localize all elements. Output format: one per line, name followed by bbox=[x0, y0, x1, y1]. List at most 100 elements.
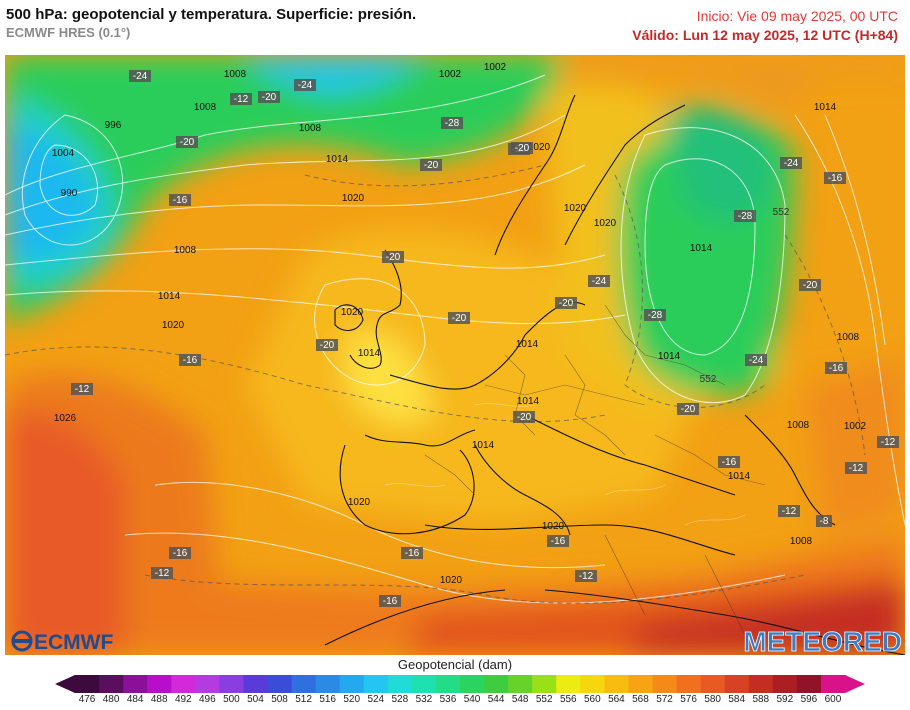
pressure-label: 1014 bbox=[358, 348, 381, 359]
temperature-label-box bbox=[71, 383, 93, 395]
temperature-label-box bbox=[778, 505, 800, 517]
pressure-label: 1002 bbox=[844, 421, 867, 432]
temperature-label-box bbox=[718, 456, 740, 468]
temperature-label-box bbox=[513, 411, 535, 423]
colorbar-cell bbox=[147, 675, 172, 693]
colorbar-tick-label: 588 bbox=[752, 694, 770, 705]
temperature-label: -20 bbox=[515, 143, 530, 154]
temperature-label: -20 bbox=[262, 92, 277, 103]
colorbar-min-arrow bbox=[55, 675, 75, 693]
temperature-label: -20 bbox=[517, 412, 532, 423]
topography bbox=[384, 403, 746, 526]
pressure-label: 1014 bbox=[516, 339, 539, 350]
temperature-label: -20 bbox=[320, 340, 335, 351]
temperature-label: -20 bbox=[180, 137, 195, 148]
pressure-label: 1014 bbox=[690, 243, 713, 254]
temperature-label: -16 bbox=[551, 536, 566, 547]
pressure-label: 1020 bbox=[542, 521, 565, 532]
colorbar-cell bbox=[99, 675, 124, 693]
temperature-label-box bbox=[151, 567, 173, 579]
weather-map[interactable]: 1008 1002 1008 1002 996 1004 990 1008 1014 1020 10… bbox=[5, 55, 905, 655]
pressure-label: 1008 bbox=[787, 420, 810, 431]
colorbar-cell bbox=[411, 675, 437, 693]
temperature-label-box bbox=[258, 91, 280, 103]
colorbar-tick-label: 484 bbox=[126, 694, 144, 705]
colorbar-tick-label: 492 bbox=[174, 694, 192, 705]
temperature-label-box bbox=[129, 70, 151, 82]
temperature-label: -12 bbox=[782, 506, 797, 517]
temperature-label-box bbox=[734, 210, 756, 222]
temperature-label-box bbox=[176, 136, 198, 148]
pressure-label: 990 bbox=[61, 188, 78, 199]
temperature-label: -24 bbox=[592, 276, 607, 287]
temperature-label-box bbox=[588, 275, 610, 287]
temperature-label: -16 bbox=[828, 173, 843, 184]
colorbar-cells bbox=[55, 675, 865, 693]
header-left: 500 hPa: geopotencial y temperatura. Sup… bbox=[6, 6, 416, 40]
colorbar-tick-label: 516 bbox=[319, 694, 336, 705]
temperature-label: -16 bbox=[173, 195, 188, 206]
colorbar-cell bbox=[532, 675, 557, 693]
temperature-label: -16 bbox=[383, 596, 398, 607]
pressure-label: 1004 bbox=[52, 148, 75, 159]
temperature-label: -20 bbox=[424, 160, 439, 171]
colorbar-cell bbox=[219, 675, 244, 693]
colorbar-cell bbox=[772, 675, 798, 693]
pressure-label: 1014 bbox=[472, 440, 495, 451]
init-time: Inicio: Vie 09 may 2025, 00 UTC bbox=[696, 8, 898, 24]
temperature-label-box bbox=[401, 547, 423, 559]
legend-title: Geopotencial (dam) bbox=[397, 657, 513, 672]
colorbar-cell bbox=[267, 675, 293, 693]
pressure-label: 996 bbox=[105, 120, 122, 131]
coastlines bbox=[324, 94, 905, 655]
colorbar-tick-label: 512 bbox=[295, 694, 312, 705]
colorbar-cell bbox=[435, 675, 461, 693]
temperature-label: -20 bbox=[803, 280, 818, 291]
temperature-label: -16 bbox=[405, 548, 420, 559]
model-name: ECMWF HRES (0.1°) bbox=[6, 25, 131, 40]
temperature-label: -28 bbox=[738, 211, 753, 222]
temperature-label-box bbox=[555, 297, 577, 309]
colorbar-tick-label: 504 bbox=[247, 694, 264, 705]
colorbar-cell bbox=[604, 675, 629, 693]
temperature-label: -16 bbox=[829, 363, 844, 374]
temperature-label-box bbox=[316, 339, 338, 351]
pressure-label: 1020 bbox=[342, 193, 365, 204]
temperature-label: -12 bbox=[155, 568, 170, 579]
isohypse-labels: 552 552 bbox=[700, 207, 790, 385]
temperature-label-box bbox=[420, 159, 442, 171]
colorbar-cell bbox=[243, 675, 268, 693]
temperature-label-box bbox=[169, 194, 191, 206]
meteored-logo: METEORED bbox=[743, 626, 902, 655]
temperature-label: -12 bbox=[881, 437, 896, 448]
temperature-label: -20 bbox=[386, 252, 401, 263]
temperature-label: -28 bbox=[648, 310, 663, 321]
temperature-lines bbox=[5, 164, 866, 604]
temperature-label: -20 bbox=[681, 404, 696, 415]
colorbar-cell bbox=[700, 675, 726, 693]
colorbar-tick-label: 496 bbox=[199, 694, 216, 705]
isohypse-label: 552 bbox=[773, 207, 790, 218]
colorbar-tick-label: 476 bbox=[78, 694, 96, 705]
temperature-label-box bbox=[816, 515, 832, 527]
ecmwf-logo: ECMWF bbox=[11, 630, 113, 654]
colorbar-tick-label: 544 bbox=[487, 694, 505, 705]
temperature-label-box bbox=[845, 462, 867, 474]
colorbar-cell bbox=[171, 675, 196, 693]
temperature-label-box bbox=[575, 570, 597, 582]
temperature-labels: -24-24-20-20-28-20-16-20-20-20-20-20-16-… bbox=[71, 70, 899, 607]
colorbar-cell bbox=[315, 675, 341, 693]
temperature-label-box bbox=[448, 312, 470, 324]
pressure-label: 1008 bbox=[224, 69, 247, 80]
pressure-label: 1020 bbox=[440, 575, 463, 586]
colorbar-cell bbox=[387, 675, 413, 693]
colorbar-cell bbox=[75, 675, 100, 693]
colorbar-tick-label: 532 bbox=[415, 694, 433, 705]
isohypse-label: 552 bbox=[700, 374, 717, 385]
pressure-label: 1014 bbox=[814, 102, 837, 113]
colorbar-tick-label: 576 bbox=[680, 694, 697, 705]
colorbar-cell bbox=[652, 675, 678, 693]
temperature-label-box bbox=[169, 547, 191, 559]
temperature-label: -12 bbox=[849, 463, 864, 474]
pressure-label: 1014 bbox=[326, 154, 349, 165]
